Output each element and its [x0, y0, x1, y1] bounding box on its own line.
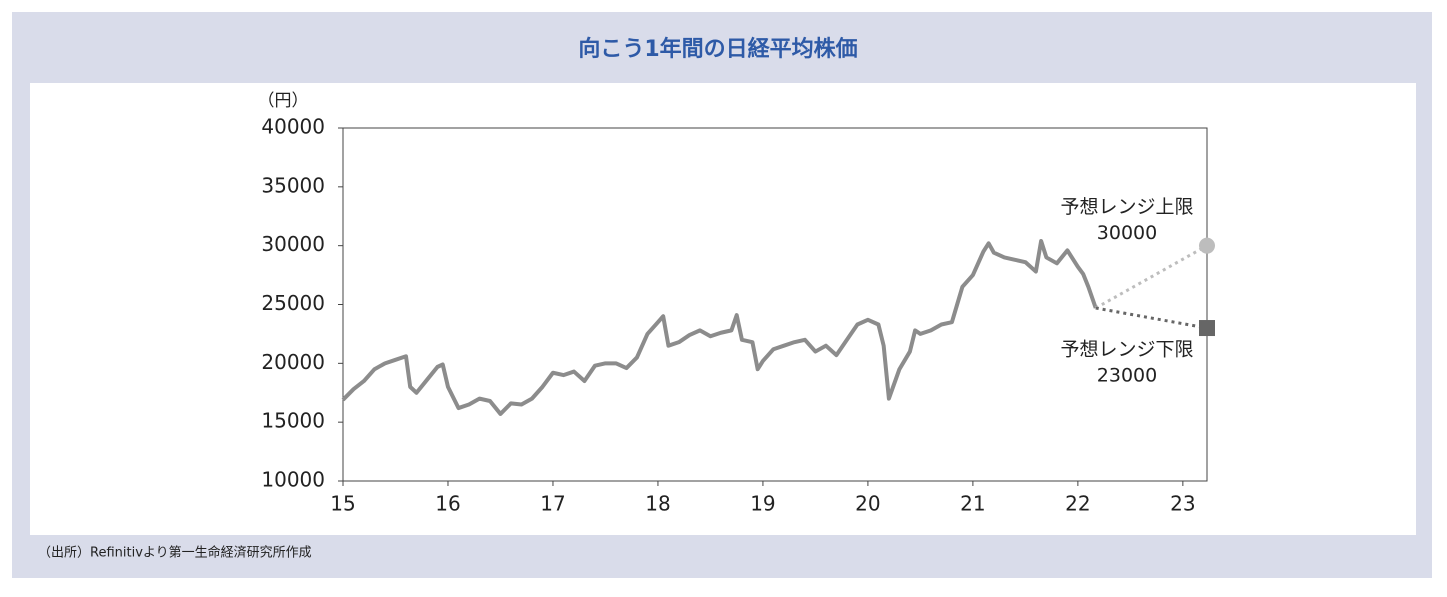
x-tick-label: 23: [1170, 492, 1195, 516]
x-tick-label: 15: [330, 492, 355, 516]
x-tick-label: 19: [750, 492, 775, 516]
y-tick-label: 15000: [261, 409, 325, 433]
x-tick-label: 22: [1065, 492, 1090, 516]
price-line: [341, 238, 1098, 416]
annotation-value: 23000: [1097, 365, 1157, 387]
forecast-line: [1095, 306, 1208, 330]
y-unit: （円）: [258, 91, 309, 111]
chart-title: 向こう1年間の日経平均株価: [578, 36, 857, 62]
x-tick-label: 17: [540, 492, 565, 516]
annotation-label: 予想レンジ下限: [1060, 339, 1193, 361]
y-tick-label: 20000: [261, 350, 325, 374]
x-tick-label: 16: [435, 492, 460, 516]
y-tick-label: 35000: [261, 173, 325, 197]
y-tick-label: 30000: [261, 232, 325, 256]
source-note: （出所）Refinitivより第一生命経済研究所作成: [38, 545, 312, 561]
marker: [1199, 237, 1215, 254]
y-tick-label: 10000: [261, 468, 325, 492]
marker: [1199, 320, 1215, 337]
forecast-line: [1094, 244, 1208, 310]
x-tick-label: 20: [855, 492, 880, 516]
y-tick-label: 25000: [261, 291, 325, 315]
annotation-value: 30000: [1097, 222, 1157, 244]
x-tick-label: 21: [960, 492, 985, 516]
annotation-label: 予想レンジ上限: [1060, 196, 1193, 218]
x-tick-label: 18: [645, 492, 670, 516]
y-tick-label: 40000: [261, 115, 325, 139]
plot-panel: [30, 83, 1416, 535]
